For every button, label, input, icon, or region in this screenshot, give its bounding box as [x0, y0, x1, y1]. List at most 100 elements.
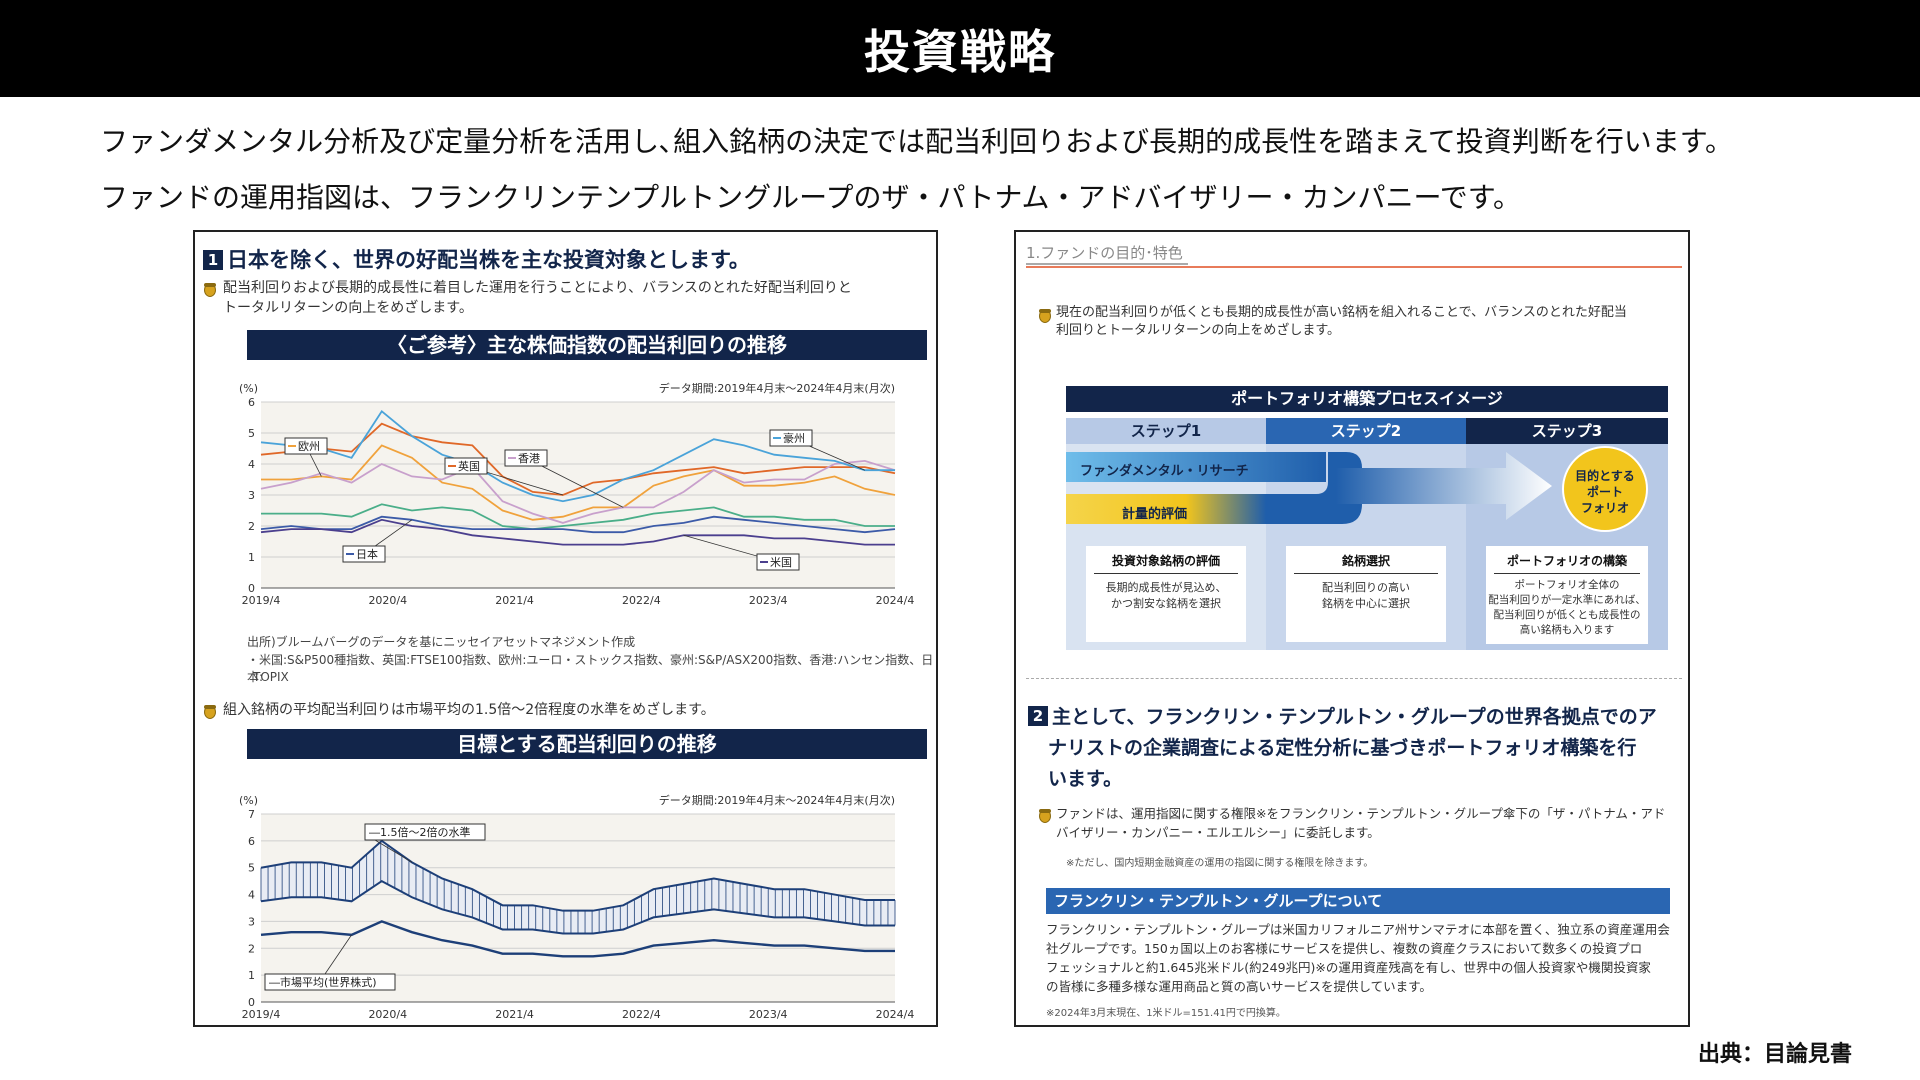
- section-1-number: 1: [203, 250, 223, 270]
- x-tick-label: 2022/4: [622, 1008, 661, 1021]
- y-tick-label: 6: [248, 835, 255, 848]
- tab-underline: [1026, 263, 1188, 265]
- step-1-header: ステップ1: [1066, 418, 1266, 444]
- y-tick-label: 1: [248, 969, 255, 982]
- section-2-line-3: います。: [1048, 768, 1123, 790]
- acorn-icon: [204, 705, 216, 719]
- legend-box: [444, 457, 488, 475]
- y-tick-label: 3: [248, 489, 255, 502]
- bullet-1-line-1: 配当利回りおよび長期的成長性に着目した運用を行うことにより、バランスのとれた好配…: [223, 280, 852, 296]
- x-tick-label: 2021/4: [495, 594, 534, 607]
- legend-label: 香港: [518, 452, 540, 465]
- right-bullet-2-line-1: ファンドは、運用指図に関する権限※をフランクリン・テンプルトン・グループ傘下の「…: [1056, 806, 1666, 821]
- card-evaluation: 投資対象銘柄の評価 長期的成長性が見込め、 かつ割安な銘柄を選択: [1086, 546, 1246, 642]
- x-tick-label: 2021/4: [495, 1008, 534, 1021]
- arrow-label-research: ファンダメンタル・リサーチ: [1080, 464, 1249, 479]
- section-2-heading: 2 主として、フランクリン・テンプルトン・グループの世界各拠点でのア ナリストの企…: [1028, 702, 1678, 795]
- card-construction-line-4: 高い銘柄も入ります: [1519, 624, 1615, 636]
- bullet-2-text: 組入銘柄の平均配当利回りは市場平均の1.5倍～2倍程度の水準をめざします。: [223, 702, 715, 718]
- bullet-1: 配当利回りおよび長期的成長性に着目した運用を行うことにより、バランスのとれた好配…: [204, 278, 923, 318]
- y-axis-unit: (%): [239, 794, 258, 807]
- chart-1-title: 〈ご参考〉主な株価指数の配当利回りの推移: [247, 330, 927, 360]
- x-tick-label: 2024/4: [876, 1008, 915, 1021]
- y-tick-label: 1: [248, 551, 255, 564]
- goal-line-3: フォリオ: [1580, 501, 1629, 515]
- y-tick-label: 6: [248, 396, 255, 409]
- acorn-icon: [1039, 809, 1051, 823]
- target-yield-chart: 0 1 2 3 4 5 6 7(%) データ期間:2019年4月末～2024年4月末(月次) 20…: [239, 793, 915, 1021]
- section-1-title: 日本を除く、世界の好配当株を主な投資対象とします。: [227, 248, 750, 272]
- series-line-英国: [260, 422, 896, 496]
- source-note: 出典：目論見書: [1697, 1042, 1852, 1067]
- y-tick-label: 4: [248, 889, 255, 902]
- legend-box: [264, 973, 396, 991]
- section-2-number: 2: [1028, 706, 1048, 726]
- data-period: データ期間:2019年4月末～2024年4月末(月次): [659, 381, 895, 395]
- y-tick-label: 2: [248, 942, 255, 955]
- right-document-panel: 1.ファンドの目的･特色 現在の配当利回りが低くとも長期的成長性が高い銘柄を組入…: [1014, 230, 1690, 1027]
- market-average-line: [260, 920, 895, 958]
- section-2-line-1: 主として、フランクリン・テンプルトン・グループの世界各拠点でのア: [1052, 706, 1657, 728]
- goal-portfolio-circle: 目的とする ポート フォリオ: [1562, 446, 1648, 532]
- process-arrow: [1066, 452, 1552, 524]
- right-bullet-1: 現在の配当利回りが低くとも長期的成長性が高い銘柄を組入れることで、バランスのとれ…: [1039, 304, 1676, 340]
- section-divider: [1026, 678, 1682, 679]
- legend-label: 英国: [458, 459, 480, 473]
- card-evaluation-line-2: かつ割安な銘柄を選択: [1111, 597, 1221, 610]
- y-tick-label: 0: [248, 996, 255, 1009]
- y-tick-label: 5: [248, 862, 255, 875]
- right-bullet-2: ファンドは、運用指図に関する権限※をフランクリン・テンプルトン・グループ傘下の「…: [1039, 804, 1682, 842]
- card-selection-line-2: 銘柄を中心に選択: [1322, 597, 1410, 610]
- legend-box: [342, 545, 386, 563]
- step-3-header: ステップ3: [1466, 418, 1668, 444]
- x-tick-label: 2020/4: [368, 1008, 407, 1021]
- about-line-1: フランクリン・テンプルトン・グループは米国カリフォルニア州サンマテオに本部を置く…: [1046, 922, 1670, 937]
- page-title: 投資戦略: [0, 0, 1920, 97]
- about-line-4: の皆様に多種多様な運用商品と質の高いサービスを提供しています。: [1046, 979, 1432, 994]
- card-evaluation-body: 長期的成長性が見込め、 かつ割安な銘柄を選択: [1086, 574, 1246, 612]
- legend-label: 豪州: [783, 431, 805, 445]
- acorn-icon: [204, 283, 216, 297]
- card-construction-line-3: 配当利回りが低くとも成長性の: [1493, 609, 1641, 621]
- y-tick-label: 4: [248, 458, 255, 471]
- about-line-2: 社グループです。150ヵ国以上のお客様にサービスを提供し、複数の資産クラスにおい…: [1046, 941, 1643, 956]
- chart-1-note-2: TOPIX: [253, 670, 289, 684]
- chart-1-note-1: ・米国:S&P500種指数、英国:FTSE100指数、欧州:ユーロ・ストックス指…: [247, 653, 934, 684]
- arrow-label-quant: 計量的評価: [1122, 507, 1188, 522]
- right-bullet-1-line-2: 利回りとトータルリターンの向上をめざします。: [1056, 323, 1341, 338]
- card-selection-body: 配当利回りの高い 銘柄を中心に選択: [1286, 574, 1446, 612]
- chart-2-title: 目標とする配当利回りの推移: [247, 729, 927, 759]
- intro-line-1: ファンダメンタル分析及び定量分析を活用し､組入銘柄の決定では配当利回りおよび長期…: [100, 125, 1733, 158]
- card-construction-title: ポートフォリオの構築: [1494, 546, 1640, 574]
- about-franklin-body: フランクリン・テンプルトン・グループは米国カリフォルニア州サンマテオに本部を置く…: [1046, 920, 1676, 996]
- card-selection-line-1: 配当利回りの高い: [1322, 581, 1410, 594]
- right-bullet-2-line-2: バイザリー・カンパニー・エルエルシー」に委託します。: [1056, 825, 1380, 840]
- legend-box: [364, 823, 486, 841]
- bullet-2: 組入銘柄の平均配当利回りは市場平均の1.5倍～2倍程度の水準をめざします。: [204, 700, 923, 720]
- right-bullet-1-line-1: 現在の配当利回りが低くとも長期的成長性が高い銘柄を組入れることで、バランスのとれ…: [1056, 305, 1627, 320]
- x-tick-label: 2022/4: [622, 594, 661, 607]
- series-line-日本: [260, 515, 896, 534]
- legend-box: [284, 437, 328, 455]
- card-evaluation-title: 投資対象銘柄の評価: [1094, 546, 1238, 574]
- process-diagram: ポートフォリオ構築プロセスイメージ ステップ1 ステップ2 ステップ3: [1066, 386, 1668, 650]
- x-tick-label: 2023/4: [749, 594, 788, 607]
- card-evaluation-line-1: 長期的成長性が見込め、: [1105, 581, 1227, 594]
- card-construction-line-2: 配当利回りが一定水準にあれば、: [1488, 594, 1646, 606]
- series-line-米国: [260, 518, 895, 546]
- card-selection-title: 銘柄選択: [1294, 546, 1438, 574]
- card-construction-body: ポートフォリオ全体の 配当利回りが一定水準にあれば、 配当利回りが低くとも成長性…: [1486, 574, 1648, 638]
- series-line-unlabeled: [261, 503, 895, 531]
- band-lower-line: [260, 879, 895, 935]
- section-tab: 1.ファンドの目的･特色: [1026, 244, 1183, 262]
- footnote-2: ※2024年3月末現在、1米ドル=151.41円で円換算。: [1046, 1008, 1286, 1019]
- band-legend-label: ―1.5倍～2倍の水準: [369, 825, 471, 839]
- callout-line: [324, 934, 352, 975]
- x-tick-label: 2020/4: [368, 594, 407, 607]
- card-selection: 銘柄選択 配当利回りの高い 銘柄を中心に選択: [1286, 546, 1446, 642]
- chart-1-source: 出所)ブルームバーグのデータを基にニッセイアセットマネジメント作成: [247, 635, 636, 649]
- x-tick-label: 2019/4: [242, 1008, 281, 1021]
- left-document-panel: 1 日本を除く、世界の好配当株を主な投資対象とします。 配当利回りおよび長期的成長…: [193, 230, 938, 1027]
- x-tick-label: 2024/4: [876, 594, 915, 607]
- about-franklin-title: フランクリン・テンプルトン・グループについて: [1046, 888, 1670, 914]
